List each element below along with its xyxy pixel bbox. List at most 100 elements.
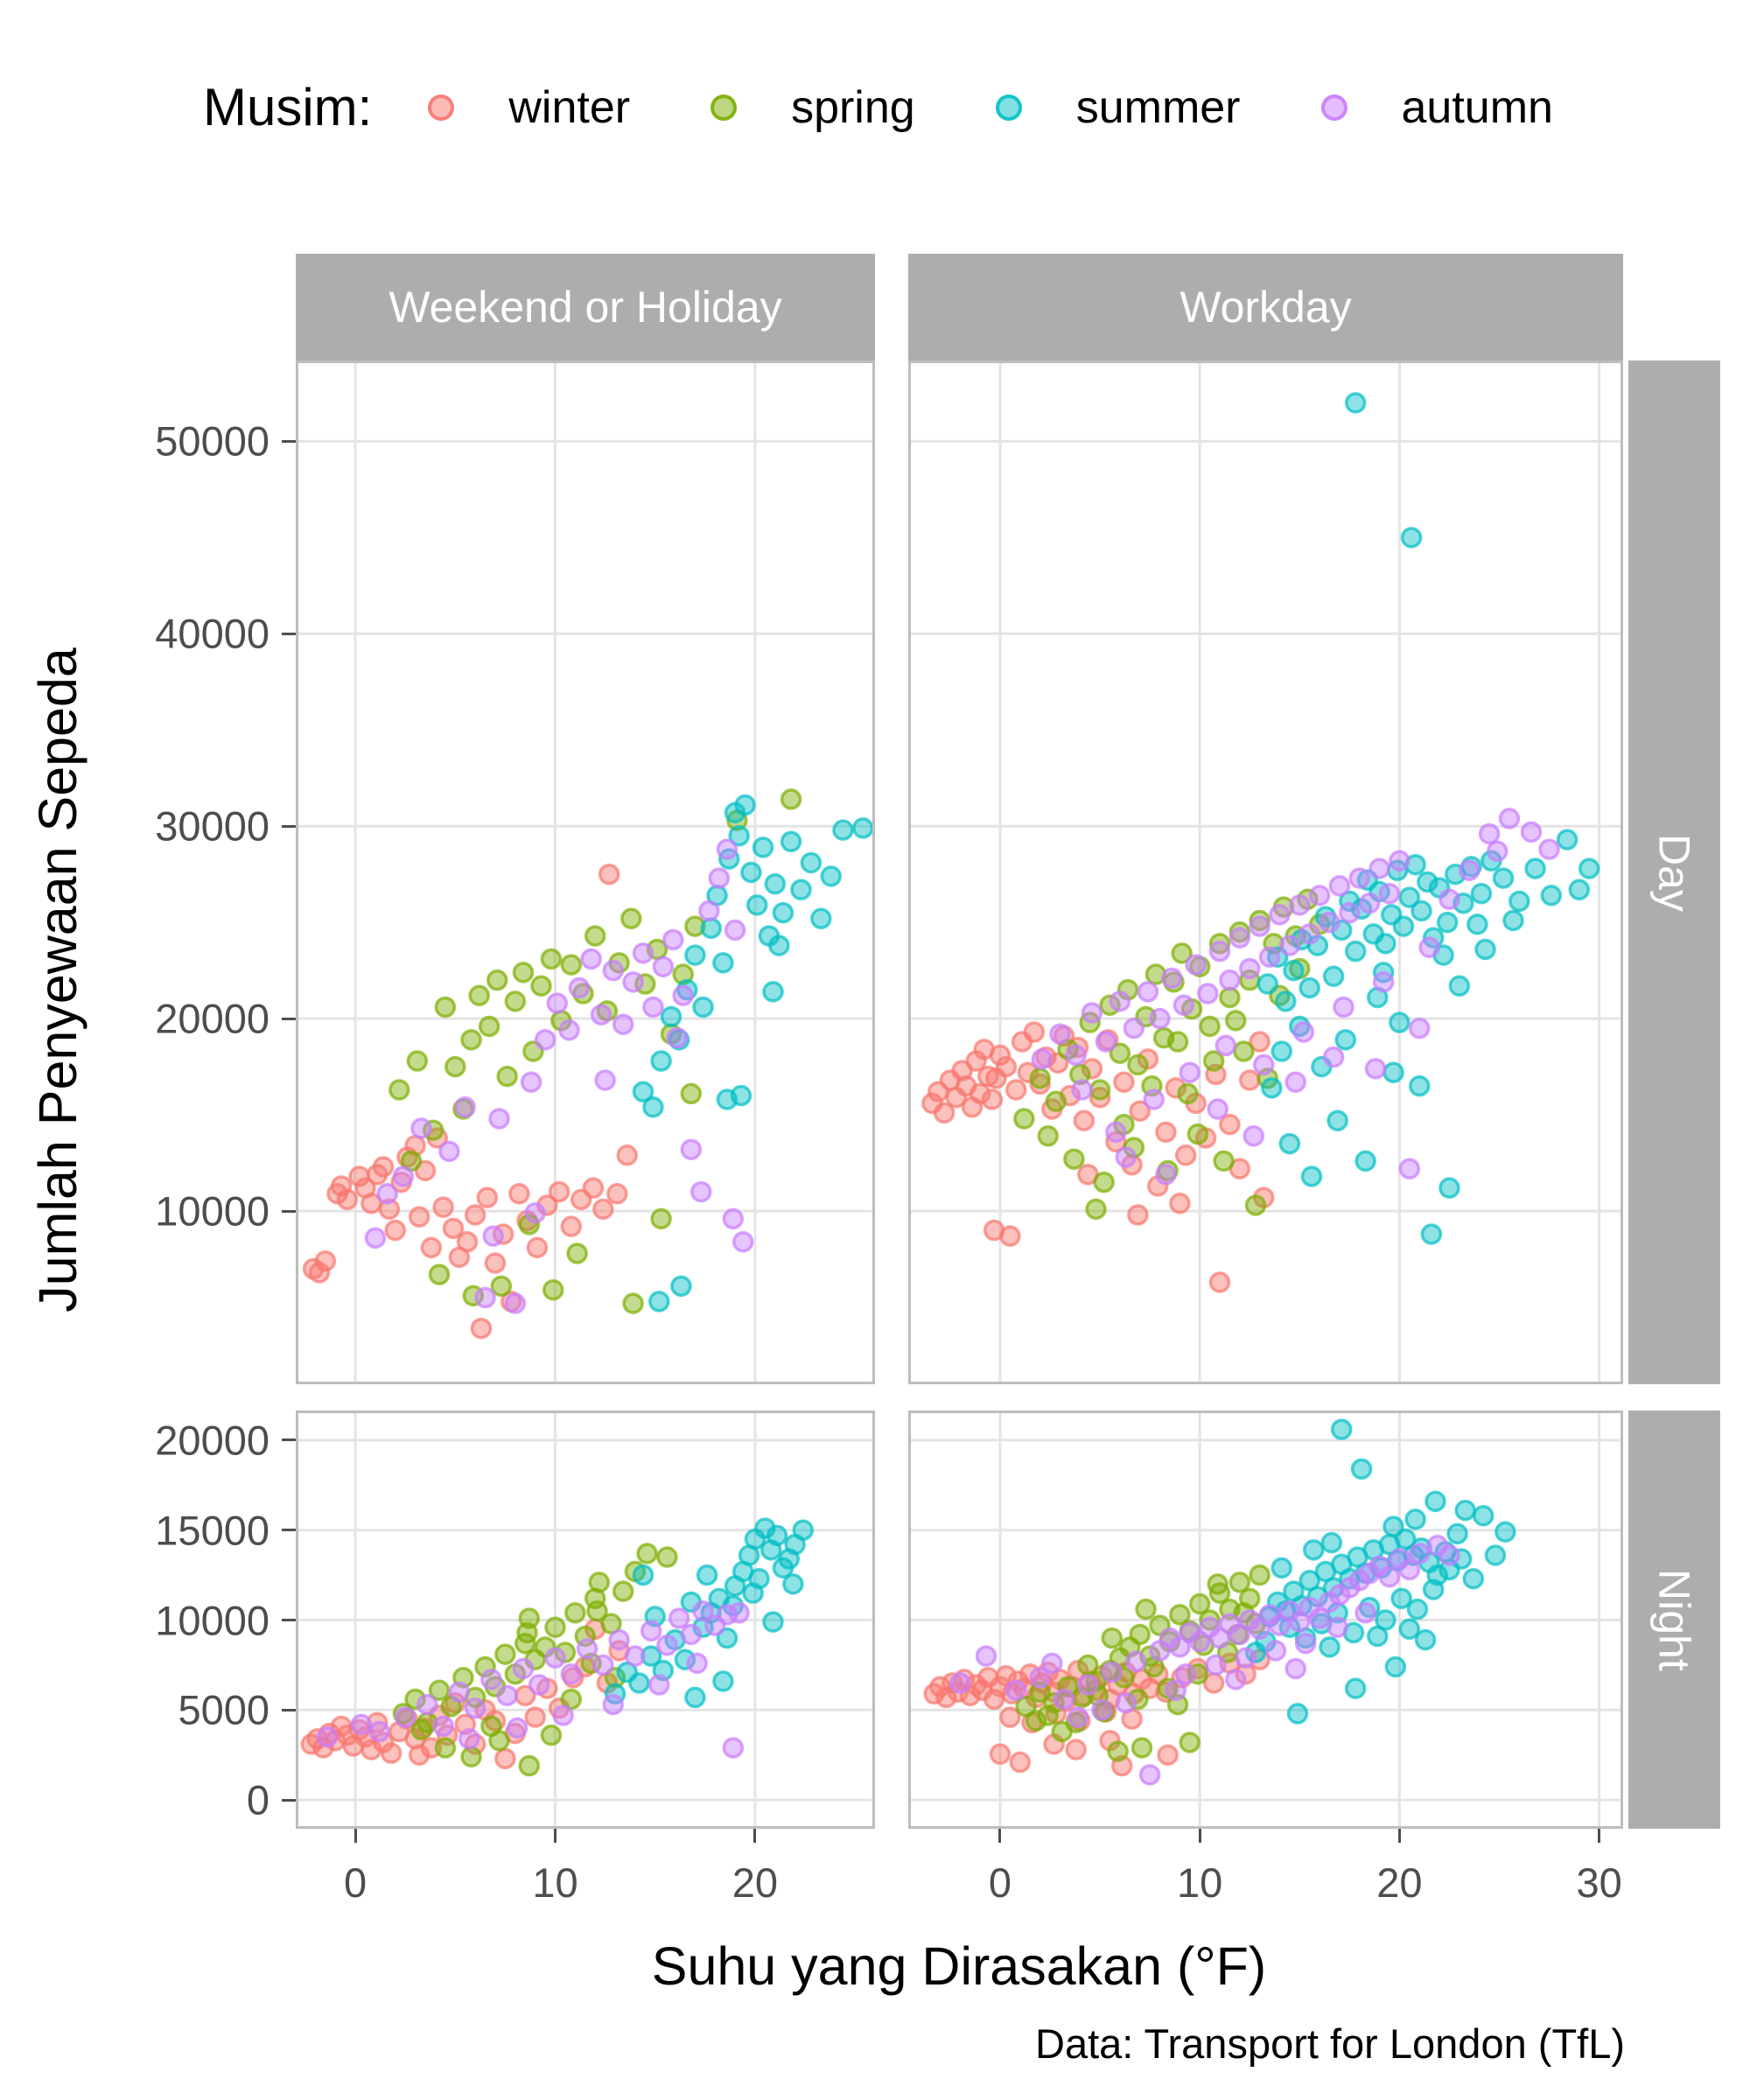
data-point-summer: [1390, 1587, 1412, 1610]
data-point-autumn: [1372, 971, 1395, 993]
data-point-summer: [650, 1050, 672, 1072]
data-point-autumn: [1368, 858, 1390, 879]
data-point-autumn: [1105, 1121, 1127, 1144]
data-point-spring: [406, 1050, 429, 1072]
data-point-summer: [1275, 990, 1297, 1012]
data-point-summer: [1283, 959, 1305, 982]
data-point-winter: [606, 1183, 628, 1205]
data-point-spring: [1051, 1720, 1073, 1743]
data-point-autumn: [474, 1286, 496, 1309]
data-point-autumn: [568, 976, 591, 999]
data-point-spring: [434, 996, 457, 1018]
data-point-spring: [486, 969, 508, 991]
data-point-spring: [428, 1264, 451, 1285]
data-point-spring: [1186, 1123, 1209, 1145]
facet-strip-night: Night: [1628, 1410, 1720, 1829]
data-point-autumn: [1165, 1679, 1187, 1701]
data-point-autumn: [1378, 882, 1401, 905]
data-point-autumn: [480, 1669, 502, 1690]
data-point-summer: [1404, 1508, 1426, 1530]
data-point-autumn: [602, 1693, 625, 1716]
caption: Data: Transport for London (TfL): [1035, 2020, 1625, 2067]
legend-item-summer: summer: [995, 81, 1241, 134]
data-point-autumn: [975, 1645, 998, 1667]
data-point-summer: [740, 861, 762, 884]
data-point-autumn: [1004, 1679, 1027, 1701]
data-point-autumn: [496, 1684, 518, 1707]
data-point-autumn: [512, 1657, 535, 1680]
data-point-winter: [308, 1262, 331, 1284]
data-point-autumn: [1228, 927, 1251, 949]
data-point-spring: [478, 1015, 500, 1038]
data-point-summer: [712, 952, 734, 974]
data-point-autumn: [1115, 1146, 1138, 1168]
data-point-summer: [700, 917, 722, 940]
y-axis-title: Jumlah Penyewaan Sepeda: [28, 648, 88, 1312]
data-point-summer: [1524, 858, 1546, 879]
data-point-winter: [1249, 1031, 1270, 1053]
legend-label: summer: [1075, 81, 1241, 133]
data-point-summer: [1438, 1177, 1460, 1199]
legend-label: spring: [791, 81, 915, 133]
data-point-autumn: [1333, 996, 1354, 1018]
data-point-autumn: [1269, 904, 1291, 926]
data-point-autumn: [1520, 821, 1543, 844]
data-point-summer: [1270, 1557, 1293, 1579]
data-point-autumn: [1326, 1616, 1348, 1638]
data-point-spring: [428, 1679, 451, 1701]
data-point-spring: [1228, 1572, 1251, 1593]
data-point-winter: [1004, 1079, 1027, 1101]
panel-workday-day: [908, 360, 1623, 1384]
data-point-winter: [981, 1088, 1004, 1110]
data-point-winter: [336, 1188, 359, 1211]
data-point-winter: [464, 1204, 486, 1226]
y-tick-mark: [282, 1017, 296, 1020]
data-point-spring: [504, 990, 527, 1012]
data-point-summer: [1334, 1029, 1357, 1051]
data-point-winter: [408, 1206, 430, 1228]
y-tick-mark: [282, 824, 296, 828]
data-point-summer: [1420, 1223, 1443, 1245]
data-point-autumn: [728, 1602, 750, 1624]
data-point-spring: [1130, 1737, 1153, 1759]
data-point-summer: [752, 836, 774, 858]
x-tick-mark: [554, 1829, 556, 1843]
panel-border: [296, 360, 875, 1384]
data-point-autumn: [1264, 1640, 1287, 1662]
data-point-summer: [852, 817, 874, 839]
data-point-summer: [1256, 973, 1279, 995]
data-point-autumn: [1143, 1088, 1165, 1110]
data-point-summer: [1354, 1150, 1376, 1172]
data-point-autumn: [680, 1138, 703, 1160]
y-tick-mark: [282, 632, 296, 635]
data-point-spring: [1179, 1732, 1201, 1754]
data-point-winter: [432, 1196, 454, 1218]
data-point-autumn: [652, 956, 675, 978]
data-point-spring: [542, 1278, 564, 1301]
data-point-autumn: [1071, 1079, 1093, 1101]
data-point-autumn: [1077, 1674, 1099, 1696]
data-point-autumn: [722, 1208, 745, 1230]
data-point-autumn: [410, 1117, 432, 1139]
data-point-spring: [1225, 1010, 1247, 1032]
data-point-spring: [1233, 1040, 1255, 1062]
x-axis-title: Suhu yang Dirasakan (°F): [651, 1936, 1267, 1996]
data-point-autumn: [1208, 1627, 1231, 1649]
data-point-autumn: [622, 971, 644, 993]
data-point-spring: [1202, 1050, 1225, 1072]
data-point-winter: [1208, 1271, 1231, 1293]
y-tick-mark: [282, 1619, 296, 1621]
data-point-autumn: [1067, 1706, 1089, 1728]
data-point-autumn: [1169, 1636, 1191, 1658]
data-point-spring: [512, 962, 535, 984]
data-point-winter: [1127, 1204, 1149, 1226]
data-point-spring: [1085, 1198, 1107, 1221]
data-point-spring: [496, 1065, 518, 1088]
legend-title: Musim:: [203, 78, 373, 136]
data-point-spring: [1088, 1079, 1111, 1101]
data-point-summer: [632, 1081, 654, 1102]
data-point-spring: [564, 1602, 586, 1624]
data-point-summer: [790, 878, 812, 901]
facet-strip-workday: Workday: [908, 254, 1623, 360]
data-point-autumn: [1137, 981, 1159, 1003]
